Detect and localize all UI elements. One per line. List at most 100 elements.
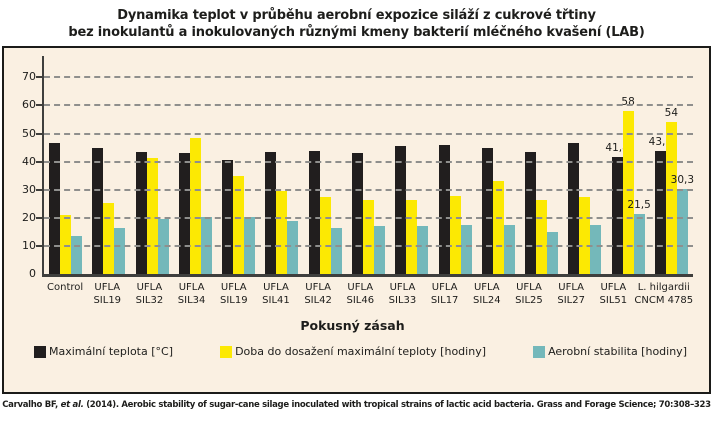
y-tick-label-10: 10 bbox=[22, 239, 36, 253]
bar-group-ufla-sil19 bbox=[87, 147, 130, 275]
bar: 54 bbox=[665, 107, 678, 275]
gridline-20 bbox=[44, 217, 693, 220]
x-axis-title: Pokusný zásah bbox=[300, 318, 405, 334]
bar-group-ufla-sil32 bbox=[131, 151, 174, 275]
x-tick-label: UFLA SIL32 bbox=[128, 281, 170, 307]
gridline-30 bbox=[44, 188, 693, 191]
bars-container: 41,8 58 21,5 43,8 54 30,3 bbox=[44, 56, 694, 275]
plot-area: 41,8 58 21,5 43,8 54 30,3 0 10 20 30 40 50 60 70 bbox=[22, 56, 694, 279]
legend-label: Maximální teplota [°C] bbox=[49, 345, 173, 359]
y-tick-mark bbox=[36, 76, 42, 79]
x-tick-label-line: UFLA bbox=[347, 282, 374, 294]
bar bbox=[568, 143, 580, 275]
gridline-50 bbox=[44, 132, 693, 135]
x-tick-label: UFLA SIL51 bbox=[592, 281, 634, 307]
legend-label: Doba do dosažení maximální teploty [hodi… bbox=[235, 345, 486, 359]
y-tick-label-60: 60 bbox=[22, 98, 36, 112]
x-tick-label-line: UFLA bbox=[516, 282, 542, 294]
x-tick-label-line: SIL51 bbox=[599, 295, 628, 307]
bar bbox=[308, 150, 320, 275]
x-tick-label-line: UFLA bbox=[220, 282, 247, 294]
y-tick-label-40: 40 bbox=[22, 154, 36, 168]
x-tick-label: UFLA SIL27 bbox=[550, 281, 592, 307]
bar-group-ufla-sil51: 41,8 58 21,5 bbox=[605, 96, 651, 275]
x-tick-label-line: SIL19 bbox=[219, 295, 248, 307]
y-tick-label-70: 70 bbox=[22, 70, 36, 84]
x-tick-label-line: SIL19 bbox=[93, 295, 122, 307]
bar bbox=[92, 147, 104, 275]
bar bbox=[60, 215, 72, 275]
bar-value-label: 54 bbox=[664, 107, 679, 120]
bar bbox=[319, 196, 331, 275]
bar-value-label: 30,3 bbox=[670, 174, 695, 187]
x-tick-label-line: CNCM 4785 bbox=[634, 295, 694, 307]
x-tick-label: UFLA SIL42 bbox=[297, 281, 339, 307]
bar bbox=[395, 146, 407, 275]
legend-item: Aerobní stabilita [hodiny] bbox=[533, 345, 687, 358]
bar-group-ufla-sil46 bbox=[347, 153, 390, 275]
citation-etal: et al. bbox=[60, 400, 84, 411]
y-tick-mark bbox=[36, 188, 42, 191]
x-tick-label-line: SIL17 bbox=[430, 295, 459, 307]
bar-group-ufla-sil24 bbox=[477, 147, 520, 275]
x-tick-label-line: SIL42 bbox=[304, 295, 332, 307]
bar bbox=[503, 225, 515, 275]
y-tick-mark bbox=[36, 104, 42, 107]
x-tick-label: Control bbox=[44, 281, 86, 307]
x-tick-label: UFLA SIL19 bbox=[86, 281, 128, 307]
citation-rest: (2014). Aerobic stability of sugar-cane … bbox=[83, 400, 711, 411]
x-tick-label-line: UFLA bbox=[178, 282, 205, 294]
x-tick-label-line: UFLA bbox=[305, 282, 331, 294]
bar: 30,3 bbox=[671, 174, 694, 275]
x-tick-label: UFLA SIL34 bbox=[171, 281, 213, 307]
chart-title-line-1: Dynamika teplot v průběhu aerobní expozi… bbox=[117, 8, 596, 23]
x-tick-label-line: SIL33 bbox=[388, 295, 417, 307]
bar bbox=[103, 202, 115, 275]
x-tick-label-line: SIL25 bbox=[515, 295, 543, 307]
bar bbox=[351, 153, 363, 275]
y-tick-label-50: 50 bbox=[22, 126, 36, 140]
bar-group-ufla-sil17 bbox=[433, 144, 476, 275]
x-tick-label-line: UFLA bbox=[558, 282, 584, 294]
bar bbox=[417, 226, 429, 275]
bar bbox=[449, 195, 461, 275]
bar bbox=[71, 236, 83, 275]
x-tick-label: UFLA SIL41 bbox=[255, 281, 297, 307]
x-tick-label: UFLA SIL17 bbox=[424, 281, 466, 307]
y-tick-label-0: 0 bbox=[29, 267, 36, 281]
bar bbox=[406, 199, 418, 275]
bar bbox=[590, 225, 602, 275]
bar bbox=[189, 137, 201, 275]
bar bbox=[114, 227, 126, 275]
bar bbox=[49, 143, 61, 275]
bar-group-ufla-sil41 bbox=[260, 151, 303, 275]
x-tick-label: UFLA SIL25 bbox=[508, 281, 550, 307]
bar bbox=[330, 227, 342, 275]
legend-item: Doba do dosažení maximální teploty [hodi… bbox=[220, 345, 486, 358]
x-tick-label-line: UFLA bbox=[431, 282, 458, 294]
source-citation: Carvalho BF, et al. (2014). Aerobic stab… bbox=[0, 400, 713, 410]
bar bbox=[460, 225, 472, 275]
gridline-40 bbox=[44, 160, 693, 163]
x-tick-label-line: Control bbox=[47, 282, 84, 294]
x-tick-label: UFLA SIL33 bbox=[381, 281, 423, 307]
x-tick-label-line: SIL46 bbox=[346, 295, 375, 307]
bar: 41,8 bbox=[605, 142, 629, 275]
x-tick-label-line: UFLA bbox=[600, 282, 627, 294]
bar bbox=[373, 226, 385, 275]
bar bbox=[536, 199, 548, 275]
bar bbox=[178, 153, 190, 275]
x-tick-label-line: SIL34 bbox=[177, 295, 206, 307]
bar-group-ufla-sil34 bbox=[174, 137, 217, 275]
legend-swatch-icon bbox=[533, 345, 546, 358]
y-tick-mark bbox=[36, 217, 42, 220]
x-tick-label-line: UFLA bbox=[94, 282, 121, 294]
bar bbox=[276, 191, 288, 275]
bar bbox=[579, 196, 591, 275]
chart-title: Dynamika teplot v průběhu aerobní expozi… bbox=[0, 0, 713, 41]
x-tick-label-line: UFLA bbox=[263, 282, 289, 294]
x-tick-label-line: UFLA bbox=[473, 282, 500, 294]
bar: 58 bbox=[621, 96, 635, 275]
bar bbox=[233, 175, 245, 275]
legend-swatch-icon bbox=[34, 345, 46, 358]
